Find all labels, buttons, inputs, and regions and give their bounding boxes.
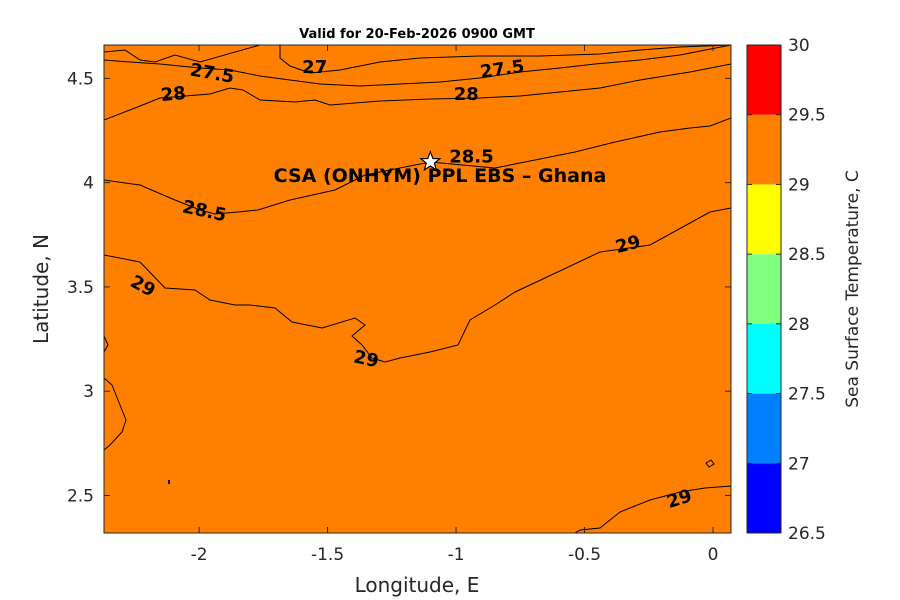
colorbar-tick-label: 27 bbox=[788, 454, 810, 474]
site-label: CSA (ONHYM) PPL EBS – Ghana bbox=[274, 165, 607, 187]
colorbar-tick-label: 29 bbox=[788, 175, 810, 195]
axes-frame bbox=[103, 44, 732, 534]
y-tick-label: 3 bbox=[83, 382, 94, 402]
contour-label: 28 bbox=[454, 84, 479, 105]
x-axis-label: Longitude, E bbox=[355, 573, 480, 597]
colorbar-band bbox=[747, 114, 781, 185]
contour-label: 27 bbox=[302, 57, 327, 78]
colorbar-tick-label: 28.5 bbox=[788, 245, 826, 265]
colorbar-band bbox=[747, 254, 781, 324]
colorbar-tick-label: 26.5 bbox=[788, 524, 826, 544]
y-tick-label: 4 bbox=[83, 174, 94, 194]
chart-title: Valid for 20-Feb-2026 0900 GMT bbox=[299, 27, 535, 42]
colorbar-label: Sea Surface Temperature, C bbox=[843, 170, 863, 408]
site-marker bbox=[419, 150, 442, 172]
colorbar: 26.5 27 27.5 28 28.5 29 29.5 30 bbox=[746, 36, 826, 544]
x-tick-label: -2 bbox=[191, 545, 208, 565]
band-28-to-28.5 bbox=[104, 45, 731, 215]
band-28.5-to-29 bbox=[104, 45, 731, 363]
colorbar-band bbox=[747, 184, 781, 255]
contour-label: 28 bbox=[160, 83, 187, 106]
x-axis: -2 -1.5 -1 -0.5 0 bbox=[191, 45, 719, 565]
plot-area bbox=[104, 45, 731, 533]
colorbar-band bbox=[747, 323, 781, 394]
y-axis: 2.5 3 3.5 4 4.5 bbox=[67, 69, 731, 506]
small-feature bbox=[705, 459, 715, 468]
colorbar-tick-label: 30 bbox=[788, 36, 810, 56]
x-tick-label: -1 bbox=[448, 545, 465, 565]
colorbar-tick-label: 28 bbox=[788, 315, 810, 335]
band-28.5-to-29-south bbox=[574, 485, 731, 533]
band-27.5-to-28 bbox=[104, 45, 731, 121]
y-axis-label: Latitude, N bbox=[29, 234, 53, 344]
colorbar-band bbox=[747, 393, 781, 464]
band-27-to-27.5 bbox=[104, 45, 731, 87]
y-tick-label: 2.5 bbox=[67, 486, 94, 506]
x-tick-label: 0 bbox=[708, 545, 719, 565]
tiny-feature bbox=[168, 480, 170, 484]
band-29-to-29.5 bbox=[104, 45, 731, 533]
no-data-region bbox=[104, 45, 261, 63]
y-tick-label: 4.5 bbox=[67, 69, 94, 89]
x-tick-label: -1.5 bbox=[311, 545, 344, 565]
colorbar-frame bbox=[746, 44, 782, 534]
y-tick-label: 3.5 bbox=[67, 278, 94, 298]
band-26.5-to-27 bbox=[279, 45, 731, 74]
colorbar-tick-label: 27.5 bbox=[788, 385, 826, 405]
band-29.5-plus bbox=[104, 335, 127, 451]
colorbar-band bbox=[747, 45, 781, 115]
colorbar-tick-label: 29.5 bbox=[788, 106, 826, 126]
x-tick-label: -0.5 bbox=[568, 545, 601, 565]
star-icon bbox=[419, 150, 442, 172]
contour-label: 29 bbox=[352, 347, 381, 373]
colorbar-band bbox=[747, 463, 781, 533]
contour-label: 28.5 bbox=[449, 147, 493, 168]
